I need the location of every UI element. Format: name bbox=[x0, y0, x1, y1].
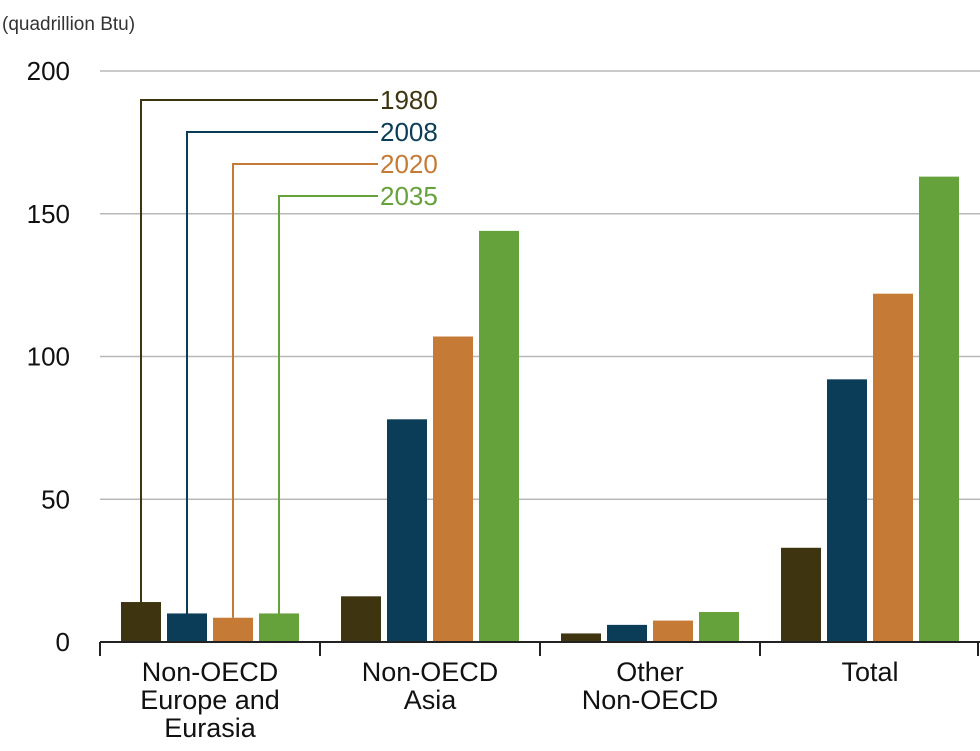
bar-1980-3 bbox=[781, 547, 821, 642]
bar-2035-1 bbox=[479, 230, 519, 642]
bar-2020-0 bbox=[213, 617, 253, 642]
bar-2008-1 bbox=[387, 419, 427, 642]
legend-label-2035: 2035 bbox=[380, 181, 438, 211]
y-tick-label: 0 bbox=[56, 627, 70, 657]
y-tick-label: 200 bbox=[27, 56, 70, 86]
y-axis-ticks: 0 50 100 150 200 bbox=[27, 56, 70, 657]
bar-2008-2 bbox=[607, 624, 647, 642]
bar-2020-3 bbox=[873, 293, 913, 642]
bar-2035-3 bbox=[919, 176, 959, 642]
category-label-line: Europe and bbox=[140, 685, 280, 715]
bar-2035-0 bbox=[259, 613, 299, 642]
bar-2008-0 bbox=[167, 613, 207, 642]
category-label-line: Total bbox=[841, 657, 898, 687]
category-label-line: Non-OECD bbox=[362, 657, 499, 687]
category-label: Non-OECD Asia bbox=[362, 657, 499, 715]
bars bbox=[121, 176, 959, 642]
bar-1980-2 bbox=[561, 633, 601, 642]
y-axis-unit-label: (quadrillion Btu) bbox=[2, 14, 135, 35]
y-tick-label: 50 bbox=[41, 484, 70, 514]
category-label-line: Other bbox=[616, 657, 684, 687]
category-label-line: Non-OECD bbox=[142, 657, 279, 687]
legend-leader-2020 bbox=[232, 163, 378, 618]
category-label: Non-OECD Europe and Eurasia bbox=[140, 657, 280, 743]
legend-leader-2035 bbox=[278, 195, 378, 614]
category-label-line: Asia bbox=[404, 685, 458, 715]
bar-1980-0 bbox=[121, 602, 161, 642]
legend-label-2008: 2008 bbox=[380, 117, 438, 147]
category-label: Total bbox=[841, 657, 898, 687]
bar-2020-2 bbox=[653, 620, 693, 642]
bar-2008-3 bbox=[827, 379, 867, 642]
bar-2035-2 bbox=[699, 612, 739, 642]
category-label-line: Non-OECD bbox=[582, 685, 719, 715]
legend-leader-1980 bbox=[140, 99, 378, 603]
bar-1980-1 bbox=[341, 596, 381, 642]
category-label-line: Eurasia bbox=[164, 713, 257, 743]
y-tick-label: 150 bbox=[27, 199, 70, 229]
y-tick-label: 100 bbox=[27, 342, 70, 372]
legend-label-2020: 2020 bbox=[380, 149, 438, 179]
legend-leader-2008 bbox=[186, 131, 378, 614]
category-label: Other Non-OECD bbox=[582, 657, 719, 715]
legend-label-1980: 1980 bbox=[380, 85, 438, 115]
bar-2020-1 bbox=[433, 336, 473, 642]
